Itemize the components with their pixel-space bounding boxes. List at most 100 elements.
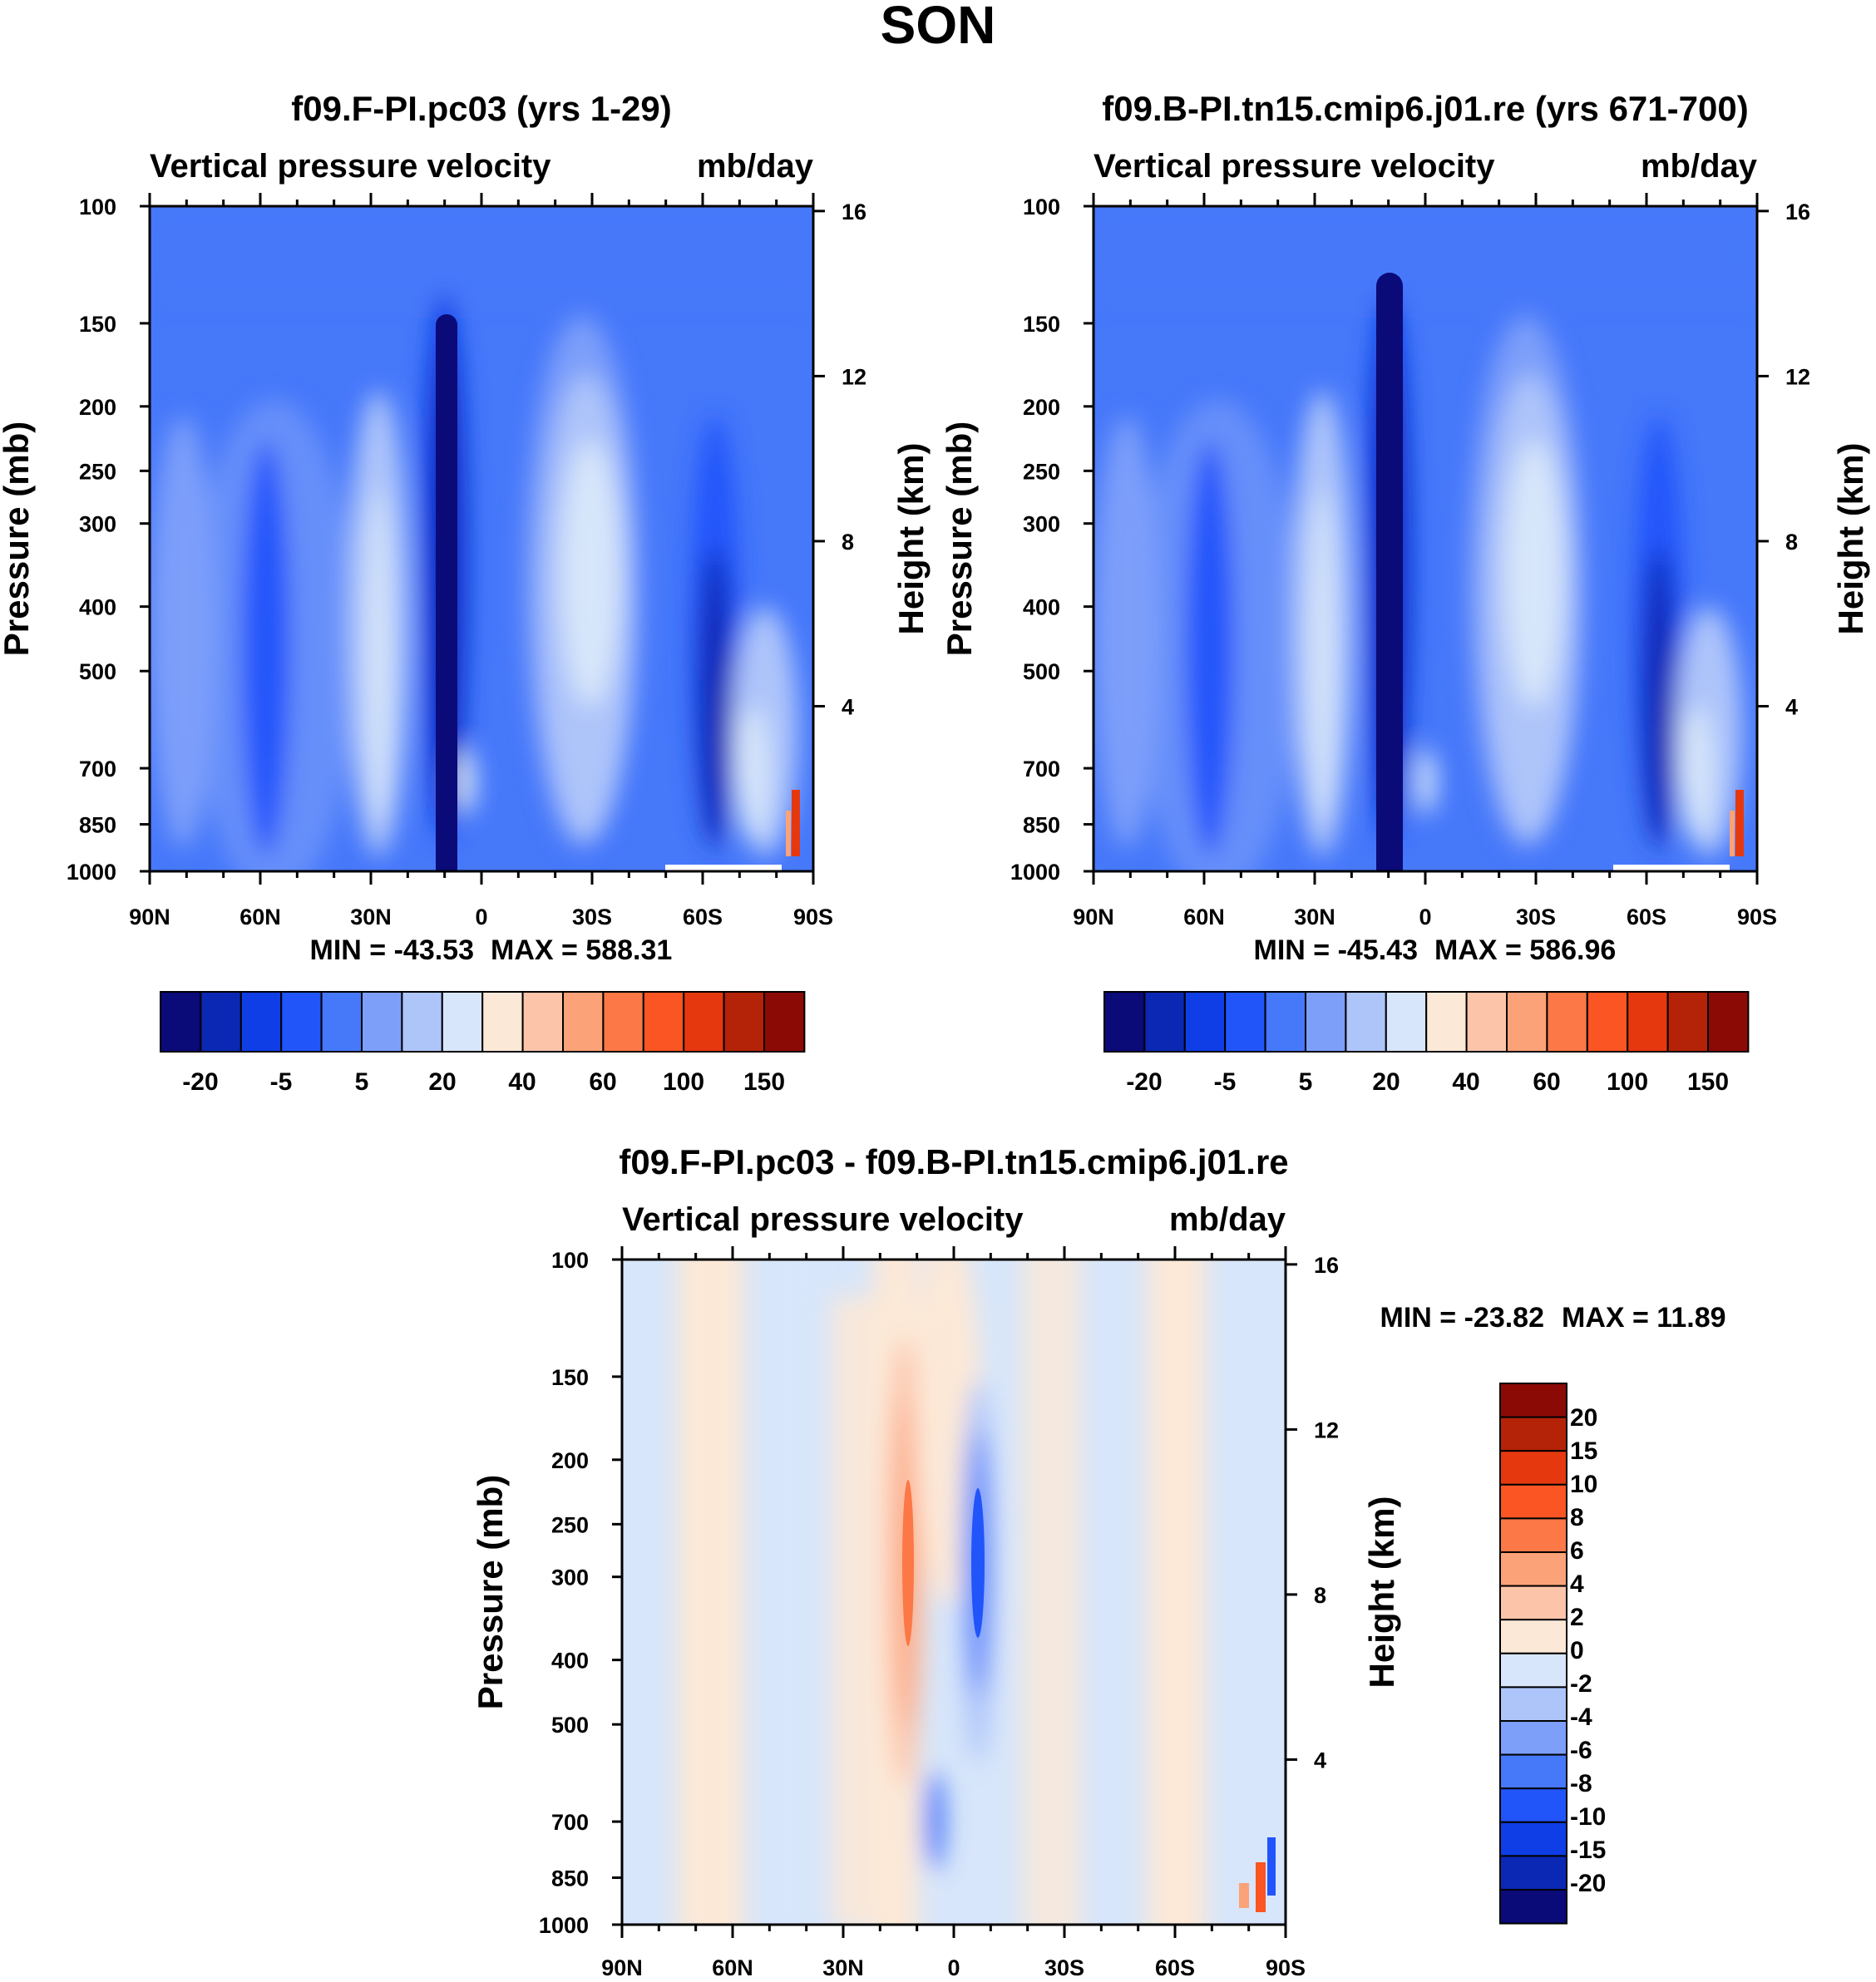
colorbar	[1103, 991, 1750, 1053]
colorbar-swatch	[1345, 991, 1387, 1053]
min-label: MIN = -43.53	[310, 934, 474, 966]
colorbar-swatch	[1546, 991, 1588, 1053]
colorbar-label: -20	[182, 1068, 218, 1096]
x-tick-label: 30N	[1294, 905, 1335, 929]
max-label: MAX = 11.89	[1562, 1302, 1726, 1334]
panel-left: f09.F-PI.pc03 (yrs 1-29) Vertical pressu…	[0, 89, 931, 1096]
colorbar-label: 6	[1570, 1537, 1584, 1565]
colorbar-swatch	[1586, 991, 1629, 1053]
colorbar-label: 5	[1299, 1068, 1313, 1096]
y-axis-right-title: Height (km)	[1362, 1496, 1401, 1689]
y-tick-label: 300	[1023, 512, 1060, 537]
colorbar-swatch	[1707, 991, 1750, 1053]
colorbar-swatch	[1183, 991, 1227, 1053]
colorbar-swatch	[562, 991, 605, 1053]
x-axis: 90N 60N 30N 0 30S 60S 90S	[1073, 905, 1777, 929]
max-label: MAX = 588.31	[491, 934, 672, 966]
x-tick-label: 60S	[1627, 905, 1666, 929]
colorbar-label: 60	[589, 1068, 616, 1096]
colorbar-swatch	[723, 991, 765, 1053]
contour-field	[1094, 206, 1757, 871]
colorbar-swatch	[1499, 1855, 1567, 1891]
y-tick-label: 850	[1023, 813, 1060, 838]
colorbar-swatch	[200, 991, 242, 1053]
colorbar-label: 15	[1570, 1437, 1597, 1465]
min-label: MIN = -23.82	[1380, 1302, 1544, 1334]
y-axis-right-title: Height (km)	[1831, 443, 1870, 635]
colorbar-label: 10	[1570, 1471, 1597, 1498]
colorbar-swatch	[1666, 991, 1709, 1053]
colorbar-swatch	[441, 991, 484, 1053]
colorbar-label: -10	[1570, 1803, 1606, 1831]
y-tick-label: 400	[1023, 595, 1060, 620]
colorbar-label: -5	[1214, 1068, 1237, 1096]
left-subtitle: Vertical pressure velocity	[622, 1201, 1024, 1238]
y-axis-right: 16 12 8 4	[1286, 1253, 1339, 1772]
y-right-tick-label: 8	[842, 530, 854, 555]
colorbar-swatch	[1465, 991, 1508, 1053]
colorbar-label: 4	[1570, 1570, 1584, 1598]
colorbar-swatch	[642, 991, 685, 1053]
tick-marks	[148, 193, 815, 885]
y-right-tick-label: 8	[1785, 530, 1798, 555]
colorbar-swatch	[320, 991, 363, 1053]
x-tick-label: 60S	[683, 905, 723, 929]
y-right-tick-label: 12	[1785, 364, 1810, 389]
y-tick-label: 200	[79, 395, 116, 420]
colorbar-swatch	[1264, 991, 1306, 1053]
colorbar-labels: 20 15 10 8 6 4 2 0 -2 -4 -6 -8 -10 -15 -…	[1570, 1404, 1606, 1897]
y-tick-label: 500	[551, 1713, 589, 1738]
y-tick-label: 150	[551, 1365, 589, 1390]
y-axis-left: 100 150 200 250 300 400 500 700 850 1000	[1010, 195, 1094, 885]
colorbar-label: -15	[1570, 1837, 1606, 1864]
x-tick-label: 30N	[822, 1955, 864, 1980]
colorbar-label: -4	[1570, 1703, 1592, 1731]
y-tick-label: 500	[1023, 659, 1060, 684]
x-tick-label: 0	[475, 905, 487, 929]
colorbar-label: 150	[1687, 1068, 1729, 1096]
colorbar-label: -5	[270, 1068, 293, 1096]
panel-title: f09.F-PI.pc03 (yrs 1-29)	[291, 89, 672, 128]
units-subtitle: mb/day	[1169, 1201, 1286, 1238]
x-tick-label: 30S	[1044, 1955, 1084, 1980]
colorbar-swatch	[361, 991, 403, 1053]
y-right-tick-label: 16	[1314, 1253, 1339, 1278]
panel-right: f09.B-PI.tn15.cmip6.j01.re (yrs 671-700)…	[940, 89, 1870, 1096]
y-tick-label: 200	[1023, 395, 1060, 420]
colorbar-swatch	[1499, 1753, 1567, 1790]
colorbar-labels: -20 -5 5 20 40 60 100 150	[182, 1068, 785, 1096]
colorbar-swatch	[1425, 991, 1468, 1053]
colorbar-label: 0	[1570, 1637, 1584, 1664]
colorbar-swatch	[1499, 1517, 1567, 1554]
colorbar-swatch	[1499, 1821, 1567, 1857]
x-tick-label: 90S	[793, 905, 833, 929]
y-tick-label: 250	[1023, 459, 1060, 484]
units-subtitle: mb/day	[1641, 148, 1758, 185]
y-tick-label: 400	[79, 595, 116, 620]
colorbar-label: -8	[1570, 1770, 1592, 1797]
colorbar	[160, 991, 806, 1053]
colorbar-swatch	[1499, 1383, 1567, 1418]
colorbar-swatch	[1305, 991, 1347, 1053]
colorbar-swatch	[1499, 1889, 1567, 1925]
colorbar-label: 5	[355, 1068, 369, 1096]
x-tick-label: 90S	[1737, 905, 1777, 929]
x-tick-label: 60N	[712, 1955, 753, 1980]
panel-title: f09.F-PI.pc03 - f09.B-PI.tn15.cmip6.j01.…	[619, 1142, 1288, 1181]
units-subtitle: mb/day	[697, 148, 814, 185]
y-tick-label: 700	[1023, 757, 1060, 781]
y-right-tick-label: 16	[1785, 200, 1810, 224]
y-axis-title: Pressure (mb)	[471, 1475, 510, 1709]
colorbar-swatch	[1499, 1652, 1567, 1689]
y-right-tick-label: 8	[1314, 1583, 1326, 1608]
figure-title: SON	[881, 0, 996, 55]
y-right-tick-label: 4	[1314, 1748, 1326, 1772]
x-tick-label: 30N	[350, 905, 392, 929]
contour-field	[622, 1260, 1286, 1925]
y-axis-left: 100 150 200 250 300 400 500 700 850 1000	[67, 195, 150, 885]
y-tick-label: 250	[79, 459, 116, 484]
y-axis-right-title: Height (km)	[891, 443, 931, 635]
colorbar-label: 20	[1570, 1404, 1597, 1432]
colorbar-label: 150	[743, 1068, 785, 1096]
